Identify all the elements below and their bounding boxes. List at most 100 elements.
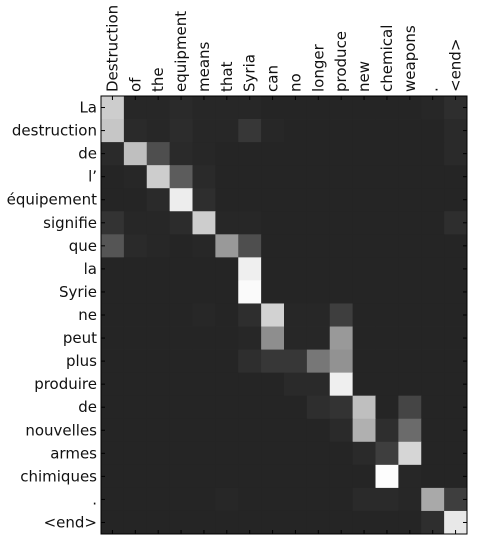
- heatmap-cell: [421, 119, 445, 143]
- heatmap-cell: [123, 211, 148, 235]
- heatmap-cell: [329, 418, 354, 443]
- heatmap-cell: [306, 510, 331, 535]
- heatmap-cell: [329, 349, 354, 374]
- heatmap-cell: [352, 349, 376, 374]
- heatmap-cell: [101, 395, 125, 420]
- heatmap-cell: [261, 96, 285, 120]
- heatmap-cell: [352, 487, 376, 512]
- heatmap-cell: [123, 326, 148, 350]
- y-tick-label: de: [78, 398, 97, 416]
- heatmap-cell: [329, 280, 354, 304]
- heatmap-cell: [284, 96, 308, 120]
- heatmap-cell: [284, 119, 308, 143]
- y-tick-label: peut: [63, 329, 97, 347]
- heatmap-cell: [352, 257, 376, 281]
- y-tick-label: produire: [34, 375, 97, 393]
- heatmap-cell: [398, 510, 422, 535]
- heatmap-cell: [261, 188, 285, 212]
- heatmap-cell: [306, 119, 331, 143]
- y-tick-label: que: [69, 237, 97, 255]
- heatmap-cell: [215, 487, 239, 512]
- heatmap-cell: [146, 510, 171, 535]
- heatmap-cell: [329, 441, 354, 466]
- heatmap-cell: [398, 349, 422, 374]
- heatmap-cell: [215, 234, 239, 258]
- heatmap-cell: [329, 188, 354, 212]
- heatmap-cell: [261, 349, 285, 374]
- x-tick-label: .: [424, 87, 442, 92]
- heatmap-cell: [329, 487, 354, 512]
- heatmap-cell: [101, 96, 125, 120]
- heatmap-cell: [146, 257, 171, 281]
- x-tick-label: <end>: [447, 39, 465, 92]
- heatmap-cell: [192, 96, 216, 120]
- heatmap-cell: [398, 487, 422, 512]
- heatmap-cell: [192, 165, 216, 189]
- heatmap-cell: [421, 257, 445, 281]
- heatmap-cell: [444, 234, 468, 258]
- heatmap-cell: [329, 395, 354, 420]
- heatmap-cell: [398, 372, 422, 397]
- heatmap-cell: [261, 510, 285, 535]
- heatmap-cell: [215, 142, 239, 166]
- heatmap-cell: [421, 211, 445, 235]
- heatmap-cell: [352, 510, 376, 535]
- heatmap-cell: [146, 280, 171, 304]
- heatmap-cell: [444, 464, 468, 489]
- heatmap-cell: [238, 211, 262, 235]
- x-tick-label: of: [126, 77, 144, 92]
- x-tick-label: can: [264, 65, 282, 92]
- heatmap-cell: [215, 280, 239, 304]
- x-tick-label: equipment: [172, 11, 190, 92]
- heatmap-cell: [261, 142, 285, 166]
- heatmap-cell: [329, 257, 354, 281]
- heatmap-cell: [123, 418, 148, 443]
- x-tick-label: Syria: [241, 54, 259, 92]
- heatmap-cell: [101, 464, 125, 489]
- heatmap-cell: [421, 441, 445, 466]
- heatmap-cell: [192, 487, 216, 512]
- heatmap-cell: [146, 119, 171, 143]
- heatmap-cell: [306, 487, 331, 512]
- heatmap-cell: [123, 464, 148, 489]
- heatmap-cell: [238, 165, 262, 189]
- heatmap-cell: [352, 188, 376, 212]
- heatmap-cell: [306, 464, 331, 489]
- heatmap-cell: [215, 441, 239, 466]
- heatmap-cell: [306, 211, 331, 235]
- y-tick-label: Syrie: [59, 283, 97, 301]
- heatmap-cell: [101, 165, 125, 189]
- heatmap-cell: [169, 395, 193, 420]
- heatmap-cell: [284, 280, 308, 304]
- heatmap-cell: [261, 165, 285, 189]
- heatmap-cell: [329, 142, 354, 166]
- heatmap-cell: [215, 464, 239, 489]
- heatmap-cell: [238, 326, 262, 350]
- heatmap-cell: [375, 119, 399, 143]
- heatmap-cell: [306, 303, 331, 327]
- heatmap-cell: [215, 349, 239, 374]
- heatmap-cell: [238, 487, 262, 512]
- heatmap-cell: [444, 372, 468, 397]
- heatmap-cell: [261, 280, 285, 304]
- heatmap-cell: [101, 418, 125, 443]
- heatmap-cell: [375, 418, 399, 443]
- heatmap-cell: [352, 96, 376, 120]
- heatmap-cell: [398, 303, 422, 327]
- heatmap-cell: [238, 510, 262, 535]
- heatmap-cell: [215, 510, 239, 535]
- heatmap-cell: [329, 234, 354, 258]
- heatmap-cell: [169, 188, 193, 212]
- y-tick-label: la: [84, 260, 97, 278]
- heatmap-cell: [352, 441, 376, 466]
- heatmap-ticks: [101, 96, 467, 534]
- heatmap-cell: [444, 119, 468, 143]
- heatmap-cell: [398, 142, 422, 166]
- heatmap-cell: [238, 280, 262, 304]
- heatmap-cell: [421, 96, 445, 120]
- heatmap-cell: [284, 257, 308, 281]
- y-tick-label: <end>: [44, 513, 97, 531]
- heatmap-cell: [375, 372, 399, 397]
- heatmap-cell: [398, 188, 422, 212]
